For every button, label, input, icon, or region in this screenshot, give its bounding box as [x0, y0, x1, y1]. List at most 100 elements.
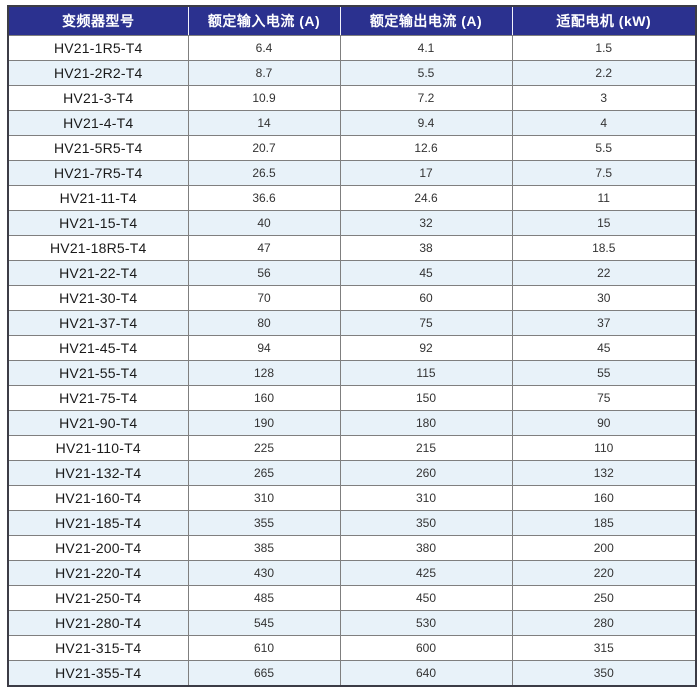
cell-model: HV21-11-T4 — [7, 185, 189, 211]
cell-model: HV21-37-T4 — [7, 310, 189, 336]
header-row: 变频器型号 额定输入电流 (A) 额定输出电流 (A) 适配电机 (kW) — [8, 6, 696, 36]
column-header-output-current: 额定输出电流 (A) — [339, 6, 512, 36]
cell-input-current: 485 — [187, 585, 341, 611]
table-body: HV21-1R5-T4 6.4 4.1 1.5 HV21-2R2-T4 8.7 5.5 2.2… — [7, 35, 697, 687]
column-header-motor-power: 适配电机 (kW) — [511, 6, 696, 36]
cell-input-current: 665 — [187, 660, 341, 687]
cell-output-current: 310 — [339, 485, 513, 511]
cell-motor-kw: 3 — [511, 85, 697, 111]
cell-model: HV21-110-T4 — [7, 435, 189, 461]
table-row: HV21-250-T4 485 450 250 — [7, 585, 697, 611]
cell-output-current: 350 — [339, 510, 513, 536]
table-row: HV21-22-T4 56 45 22 — [7, 260, 697, 286]
cell-output-current: 600 — [339, 635, 513, 661]
cell-output-current: 4.1 — [339, 35, 513, 61]
table-row: HV21-315-T4 610 600 315 — [7, 635, 697, 661]
cell-motor-kw: 45 — [511, 335, 697, 361]
cell-output-current: 450 — [339, 585, 513, 611]
cell-model: HV21-18R5-T4 — [7, 235, 189, 261]
cell-output-current: 7.2 — [339, 85, 513, 111]
table-row: HV21-7R5-T4 26.5 17 7.5 — [7, 160, 697, 186]
inverter-spec-table: 变频器型号 额定输入电流 (A) 额定输出电流 (A) 适配电机 (kW) HV… — [7, 5, 697, 687]
cell-input-current: 14 — [187, 110, 341, 136]
table-row: HV21-110-T4 225 215 110 — [7, 435, 697, 461]
cell-model: HV21-4-T4 — [7, 110, 189, 136]
cell-motor-kw: 280 — [511, 610, 697, 636]
cell-motor-kw: 90 — [511, 410, 697, 436]
cell-model: HV21-75-T4 — [7, 385, 189, 411]
table-row: HV21-37-T4 80 75 37 — [7, 310, 697, 336]
cell-motor-kw: 11 — [511, 185, 697, 211]
table-row: HV21-18R5-T4 47 38 18.5 — [7, 235, 697, 261]
cell-model: HV21-280-T4 — [7, 610, 189, 636]
cell-input-current: 10.9 — [187, 85, 341, 111]
cell-motor-kw: 37 — [511, 310, 697, 336]
column-header-input-current: 额定输入电流 (A) — [187, 6, 340, 36]
cell-input-current: 80 — [187, 310, 341, 336]
cell-output-current: 260 — [339, 460, 513, 486]
cell-output-current: 17 — [339, 160, 513, 186]
inverter-spec-page: 变频器型号 额定输入电流 (A) 额定输出电流 (A) 适配电机 (kW) HV… — [7, 5, 697, 687]
cell-model: HV21-22-T4 — [7, 260, 189, 286]
cell-input-current: 6.4 — [187, 35, 341, 61]
cell-input-current: 8.7 — [187, 60, 341, 86]
table-row: HV21-11-T4 36.6 24.6 11 — [7, 185, 697, 211]
table-row: HV21-2R2-T4 8.7 5.5 2.2 — [7, 60, 697, 86]
cell-motor-kw: 315 — [511, 635, 697, 661]
cell-model: HV21-90-T4 — [7, 410, 189, 436]
cell-motor-kw: 18.5 — [511, 235, 697, 261]
cell-model: HV21-250-T4 — [7, 585, 189, 611]
cell-input-current: 160 — [187, 385, 341, 411]
cell-output-current: 180 — [339, 410, 513, 436]
cell-model: HV21-1R5-T4 — [7, 35, 189, 61]
cell-output-current: 115 — [339, 360, 513, 386]
cell-motor-kw: 4 — [511, 110, 697, 136]
cell-model: HV21-3-T4 — [7, 85, 189, 111]
cell-motor-kw: 185 — [511, 510, 697, 536]
cell-output-current: 38 — [339, 235, 513, 261]
cell-motor-kw: 132 — [511, 460, 697, 486]
cell-input-current: 128 — [187, 360, 341, 386]
cell-model: HV21-45-T4 — [7, 335, 189, 361]
cell-model: HV21-30-T4 — [7, 285, 189, 311]
cell-output-current: 32 — [339, 210, 513, 236]
cell-output-current: 150 — [339, 385, 513, 411]
table-row: HV21-90-T4 190 180 90 — [7, 410, 697, 436]
cell-output-current: 45 — [339, 260, 513, 286]
cell-input-current: 20.7 — [187, 135, 341, 161]
cell-input-current: 94 — [187, 335, 341, 361]
table-row: HV21-5R5-T4 20.7 12.6 5.5 — [7, 135, 697, 161]
column-header-model: 变频器型号 — [8, 6, 188, 36]
cell-input-current: 47 — [187, 235, 341, 261]
cell-motor-kw: 250 — [511, 585, 697, 611]
table-row: HV21-1R5-T4 6.4 4.1 1.5 — [7, 35, 697, 61]
cell-model: HV21-7R5-T4 — [7, 160, 189, 186]
cell-model: HV21-55-T4 — [7, 360, 189, 386]
cell-input-current: 190 — [187, 410, 341, 436]
cell-motor-kw: 160 — [511, 485, 697, 511]
table-row: HV21-280-T4 545 530 280 — [7, 610, 697, 636]
cell-motor-kw: 350 — [511, 660, 697, 687]
cell-model: HV21-160-T4 — [7, 485, 189, 511]
cell-model: HV21-220-T4 — [7, 560, 189, 586]
table-row: HV21-75-T4 160 150 75 — [7, 385, 697, 411]
cell-input-current: 26.5 — [187, 160, 341, 186]
table-row: HV21-55-T4 128 115 55 — [7, 360, 697, 386]
cell-output-current: 75 — [339, 310, 513, 336]
cell-output-current: 5.5 — [339, 60, 513, 86]
table-row: HV21-132-T4 265 260 132 — [7, 460, 697, 486]
table-row: HV21-4-T4 14 9.4 4 — [7, 110, 697, 136]
cell-motor-kw: 220 — [511, 560, 697, 586]
table-row: HV21-45-T4 94 92 45 — [7, 335, 697, 361]
cell-output-current: 640 — [339, 660, 513, 687]
table-row: HV21-15-T4 40 32 15 — [7, 210, 697, 236]
cell-model: HV21-355-T4 — [7, 660, 189, 687]
cell-input-current: 385 — [187, 535, 341, 561]
cell-output-current: 24.6 — [339, 185, 513, 211]
cell-output-current: 9.4 — [339, 110, 513, 136]
cell-input-current: 36.6 — [187, 185, 341, 211]
cell-output-current: 425 — [339, 560, 513, 586]
cell-input-current: 225 — [187, 435, 341, 461]
cell-motor-kw: 200 — [511, 535, 697, 561]
cell-motor-kw: 30 — [511, 285, 697, 311]
